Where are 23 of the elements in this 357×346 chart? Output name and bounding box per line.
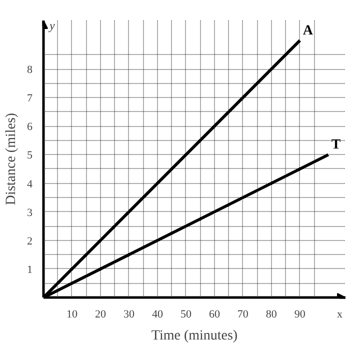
x-tick-label: 30 xyxy=(123,308,135,320)
text: x xyxy=(337,308,344,320)
y-tick-label: 2 xyxy=(27,235,32,248)
x-tick-label: 40 xyxy=(152,308,164,320)
x-tick-label: 60 xyxy=(208,308,220,320)
x-tick-label: 80 xyxy=(266,308,278,320)
x-tick-label: 20 xyxy=(94,308,106,320)
series-label: A xyxy=(302,23,314,38)
y-axis-title: Distance (miles) xyxy=(4,112,19,206)
annotation: y xyxy=(48,18,56,32)
y-tick-label: 8 xyxy=(27,64,33,76)
x-axis-title: Time (minutes) xyxy=(151,328,238,344)
y-tick-label: 3 xyxy=(27,206,33,219)
x-tick-label: 10 xyxy=(66,308,78,320)
x-tick-label: 70 xyxy=(237,308,249,320)
y-tick-label: 6 xyxy=(27,121,33,134)
y-tick-label: 7 xyxy=(27,92,33,105)
x-tick-label: 90 xyxy=(294,308,306,320)
y-tick-label: 4 xyxy=(27,178,33,190)
y-tick-label: 1 xyxy=(27,264,32,276)
x-tick-label: 50 xyxy=(180,308,192,320)
y-tick-label: 5 xyxy=(27,150,33,162)
series-label: T xyxy=(331,138,342,153)
